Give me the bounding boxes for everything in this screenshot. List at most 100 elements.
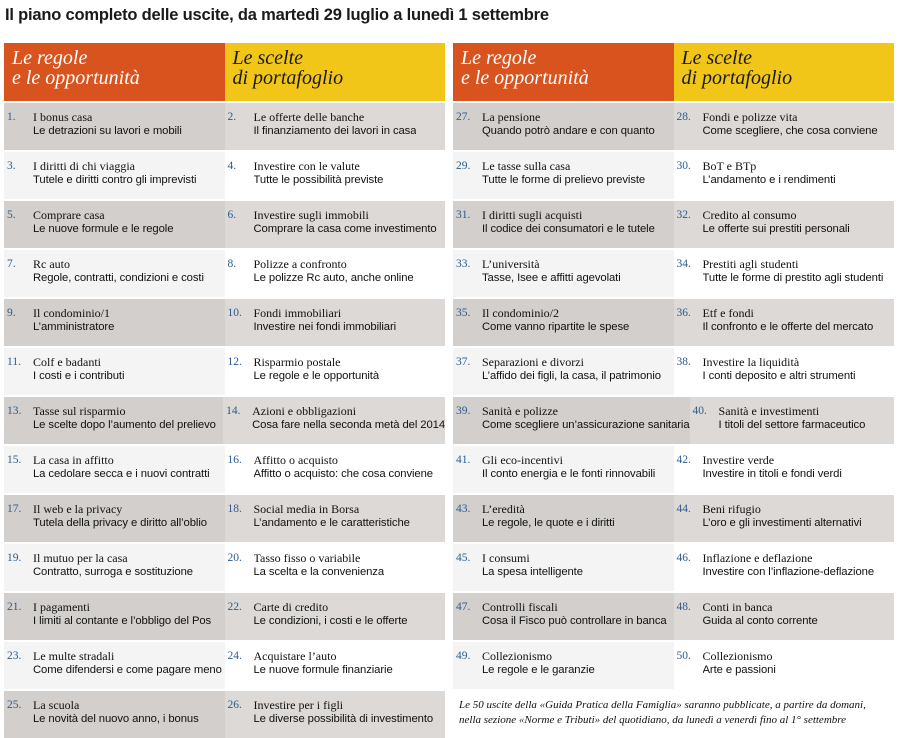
issue-number: 13. [7, 405, 22, 417]
guide-issue: 50. Collezionismo Arte e passioni [674, 642, 895, 689]
issue-number: 35. [456, 307, 471, 319]
issue-text: Acquistare l’auto Le nuove formule finanz… [254, 649, 393, 689]
issue-subtitle: Come vanno ripartite le spese [482, 321, 630, 333]
guide-issue: 2. Le offerte delle banche Il finanziament… [225, 103, 446, 150]
issue-number: 6. [227, 209, 237, 221]
issue-subtitle: Il conto energia e le fonti rinnovabili [482, 468, 656, 480]
issue-number: 28. [676, 111, 691, 123]
issue-text: La casa in affitto La cedolare secca e i … [33, 453, 210, 493]
issue-text: Tasse sul risparmio Le scelte dopo l’aume… [33, 404, 216, 444]
issue-title: Separazioni e divorzi [482, 355, 584, 369]
schedule-row: 21. I pagamenti I limiti al contante e l’o… [4, 591, 445, 640]
guide-issue: 32. Credito al consumo Le offerte sui pres… [674, 201, 895, 248]
issue-text: Investire con le valute Tutte le possibil… [254, 159, 384, 199]
issue-title: Colf e badanti [33, 355, 101, 369]
issue-text: Risparmio postale Le regole e le opportun… [254, 355, 380, 395]
row-inner: 19. Il mutuo per la casa Contratto, surrog… [4, 544, 445, 591]
issue-number: 33. [456, 258, 471, 270]
schedule-row: 7. Rc auto Regole, contratti, condizioni e… [4, 248, 445, 297]
issue-title: Tasse sul risparmio [33, 404, 126, 418]
issue-text: Il mutuo per la casa Contratto, surroga e… [33, 551, 193, 591]
guide-issue: 7. Rc auto Regole, contratti, condizioni e… [4, 250, 225, 297]
guide-issue: 14. Azioni e obbligazioni Cosa fare nella … [223, 397, 445, 444]
guide-issue: 46. Inflazione e deflazione Investire con … [674, 544, 895, 591]
guide-issue: 3. I diritti di chi viaggia Tutele e dirit… [4, 152, 225, 199]
issue-subtitle: Le nuove formule e le regole [33, 223, 174, 235]
issue-subtitle: Tutte le possibilità previste [253, 174, 384, 186]
issue-number: 10. [227, 307, 242, 319]
guide-issue: 38. Investire la liquidità I conti deposit… [674, 348, 895, 395]
guide-issue: 4. Investire con le valute Tutte le possib… [225, 152, 446, 199]
right-header: Le regole e le opportunità Le scelte di … [453, 43, 894, 101]
issue-title: Acquistare l’auto [253, 649, 337, 663]
row-inner: 5. Comprare casa Le nuove formule e le reg… [4, 201, 445, 248]
issue-text: Prestiti agli studenti Tutte le forme di … [703, 257, 884, 297]
issue-text: Fondi immobiliari Investire nei fondi imm… [254, 306, 397, 346]
issue-text: Rc auto Regole, contratti, condizioni e c… [33, 257, 204, 297]
issue-subtitle: Tutte le forme di prestito agli studenti [702, 272, 884, 284]
issue-text: Collezionismo Arte e passioni [703, 649, 776, 689]
header-regole-opportunita: Le regole e le opportunità [4, 43, 225, 101]
issue-number: 9. [7, 307, 16, 319]
issue-subtitle: Le scelte dopo l’aumento del prelievo [33, 419, 216, 431]
schedule-row: 17. Il web e la privacy Tutela della priva… [4, 493, 445, 542]
issue-number: 21. [7, 601, 22, 613]
issue-text: Separazioni e divorzi L’affido dei figli,… [482, 355, 661, 395]
issue-text: Tasso fisso o variabile La scelta e la co… [254, 551, 385, 591]
row-inner: 33. L’università Tasse, Isee e affitti age… [453, 250, 894, 297]
row-inner: 39. Sanità e polizze Come scegliere un’ass… [453, 397, 894, 444]
schedule-row: 25. La scuola Le novità del nuovo anno, i … [4, 689, 445, 738]
issue-subtitle: Tasse, Isee e affitti agevolati [482, 272, 621, 284]
issue-text: Azioni e obbligazioni Cosa fare nella sec… [252, 404, 445, 444]
issue-title: Conti in banca [702, 600, 773, 614]
right-schedule-panel: Le regole e le opportunità Le scelte di … [453, 43, 894, 738]
issue-subtitle: I costi e i contributi [33, 370, 125, 382]
issue-subtitle: L’amministratore [33, 321, 115, 333]
issue-title: Social media in Borsa [253, 502, 360, 516]
issue-number: 19. [7, 552, 22, 564]
issue-number: 3. [7, 160, 16, 172]
row-inner: 3. I diritti di chi viaggia Tutele e dirit… [4, 152, 445, 199]
issue-text: Sanità e polizze Come scegliere un’assicu… [482, 404, 690, 444]
schedule-row: 1. I bonus casa Le detrazioni su lavori e … [4, 101, 445, 150]
guide-issue: 45. I consumi La spesa intelligente [453, 544, 674, 591]
guide-issue: 29. Le tasse sulla casa Tutte le forme di … [453, 152, 674, 199]
issue-text: Investire verde Investire in titoli e fon… [703, 453, 842, 493]
issue-number: 48. [676, 601, 691, 613]
issue-number: 24. [227, 650, 242, 662]
issue-number: 43. [456, 503, 471, 515]
header-line: Le regole [461, 47, 537, 69]
issue-subtitle: L’oro e gli investimenti alternativi [702, 517, 862, 529]
issue-title: Il condominio/2 [482, 306, 559, 320]
issue-title: Credito al consumo [702, 208, 797, 222]
issue-subtitle: Le diverse possibilità di investimento [253, 713, 434, 725]
row-inner: 9. Il condominio/1 L’amministratore 10. Fond… [4, 299, 445, 346]
issue-text: Etf e fondi Il confronto e le offerte del… [703, 306, 874, 346]
guide-issue: 12. Risparmio postale Le regole e le oppor… [225, 348, 446, 395]
issue-title: I pagamenti [33, 600, 90, 614]
guide-issue: 20. Tasso fisso o variabile La scelta e la… [225, 544, 446, 591]
guide-issue: 40. Sanità e investimenti I titoli del set… [690, 397, 894, 444]
guide-issue: 37. Separazioni e divorzi L’affido dei fig… [453, 348, 674, 395]
schedule-row: 41. Gli eco-incentivi Il conto energia e l… [453, 444, 894, 493]
issue-title: Prestiti agli studenti [702, 257, 799, 271]
left-header: Le regole e le opportunità Le scelte di … [4, 43, 445, 101]
issue-number: 42. [676, 454, 691, 466]
issue-subtitle: Tutela della privacy e diritto all’oblio [33, 517, 207, 529]
issue-title: Le tasse sulla casa [482, 159, 571, 173]
issue-subtitle: Le nuove formule finanziarie [253, 664, 393, 676]
issue-text: BoT e BTp L’andamento e i rendimenti [703, 159, 836, 199]
issue-number: 29. [456, 160, 471, 172]
schedule-row: 31. I diritti sugli acquisti Il codice dei… [453, 199, 894, 248]
schedule-row: 19. Il mutuo per la casa Contratto, surrog… [4, 542, 445, 591]
schedule-row: 11. Colf e badanti I costi e i contributi 1… [4, 346, 445, 395]
issue-number: 38. [676, 356, 691, 368]
issue-text: Comprare casa Le nuove formule e le regol… [33, 208, 173, 248]
schedule-row: 23. Le multe stradali Come difendersi e co… [4, 640, 445, 689]
issue-text: Inflazione e deflazione Investire con l’i… [703, 551, 875, 591]
issue-text: Le offerte delle banche Il finanziamento … [254, 110, 417, 150]
issue-title: Tasso fisso o variabile [253, 551, 361, 565]
issue-text: I bonus casa Le detrazioni su lavori e mo… [33, 110, 182, 150]
guide-issue: 42. Investire verde Investire in titoli e … [674, 446, 895, 493]
issue-text: Conti in banca Guida al conto corrente [703, 600, 818, 640]
